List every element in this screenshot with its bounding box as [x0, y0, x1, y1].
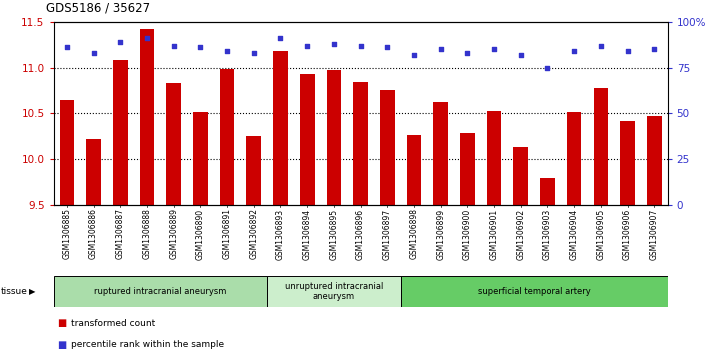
Text: superficial temporal artery: superficial temporal artery: [478, 287, 590, 296]
Bar: [273, 51, 288, 205]
Text: GSM1306888: GSM1306888: [143, 208, 151, 259]
Bar: [113, 60, 128, 205]
Bar: [193, 111, 208, 205]
Point: [168, 43, 179, 49]
Text: unruptured intracranial
aneurysm: unruptured intracranial aneurysm: [285, 282, 383, 301]
Text: GSM1306906: GSM1306906: [623, 208, 632, 260]
Point: [195, 45, 206, 50]
Text: GSM1306893: GSM1306893: [276, 208, 285, 260]
Bar: [487, 111, 501, 205]
Bar: [300, 74, 315, 205]
Point: [88, 50, 99, 56]
Bar: [246, 136, 261, 205]
Point: [622, 48, 633, 54]
Point: [355, 43, 366, 49]
Bar: [59, 100, 74, 205]
Bar: [460, 133, 475, 205]
Text: GSM1306891: GSM1306891: [223, 208, 231, 260]
Bar: [647, 116, 662, 205]
Text: GSM1306897: GSM1306897: [383, 208, 392, 260]
Bar: [513, 147, 528, 205]
Point: [61, 45, 73, 50]
Text: ■: ■: [57, 318, 66, 328]
Point: [515, 52, 526, 58]
Point: [248, 50, 259, 56]
Bar: [353, 82, 368, 205]
Point: [114, 39, 126, 45]
Text: GSM1306886: GSM1306886: [89, 208, 98, 260]
Point: [408, 52, 420, 58]
Bar: [407, 135, 421, 205]
Bar: [54, 276, 267, 307]
Point: [568, 48, 580, 54]
Point: [435, 46, 446, 52]
Bar: [593, 88, 608, 205]
Text: ruptured intracranial aneurysm: ruptured intracranial aneurysm: [94, 287, 226, 296]
Point: [542, 65, 553, 70]
Text: percentile rank within the sample: percentile rank within the sample: [71, 340, 224, 349]
Point: [488, 46, 500, 52]
Text: GSM1306904: GSM1306904: [570, 208, 578, 260]
Text: GDS5186 / 35627: GDS5186 / 35627: [46, 1, 151, 15]
Point: [462, 50, 473, 56]
Bar: [540, 178, 555, 205]
Text: GSM1306885: GSM1306885: [62, 208, 71, 260]
Text: ▶: ▶: [29, 287, 36, 296]
Bar: [267, 276, 401, 307]
Text: GSM1306901: GSM1306901: [490, 208, 498, 260]
Point: [328, 41, 340, 47]
Bar: [380, 90, 395, 205]
Point: [301, 43, 313, 49]
Text: GSM1306890: GSM1306890: [196, 208, 205, 260]
Bar: [86, 139, 101, 205]
Text: GSM1306898: GSM1306898: [409, 208, 418, 260]
Point: [275, 35, 286, 41]
Bar: [567, 111, 581, 205]
Text: tissue: tissue: [1, 287, 28, 296]
Text: GSM1306905: GSM1306905: [596, 208, 605, 260]
Text: GSM1306899: GSM1306899: [436, 208, 445, 260]
Text: GSM1306903: GSM1306903: [543, 208, 552, 260]
Point: [595, 43, 607, 49]
Point: [221, 48, 233, 54]
Point: [381, 45, 393, 50]
Text: GSM1306896: GSM1306896: [356, 208, 365, 260]
Text: GSM1306902: GSM1306902: [516, 208, 526, 260]
Bar: [220, 69, 234, 205]
Text: GSM1306892: GSM1306892: [249, 208, 258, 260]
Bar: [326, 70, 341, 205]
Bar: [401, 276, 668, 307]
Text: GSM1306889: GSM1306889: [169, 208, 178, 260]
Bar: [166, 83, 181, 205]
Text: ■: ■: [57, 340, 66, 350]
Text: GSM1306900: GSM1306900: [463, 208, 472, 260]
Text: GSM1306907: GSM1306907: [650, 208, 659, 260]
Text: GSM1306895: GSM1306895: [329, 208, 338, 260]
Text: GSM1306894: GSM1306894: [303, 208, 312, 260]
Point: [648, 46, 660, 52]
Text: transformed count: transformed count: [71, 319, 156, 327]
Point: [141, 35, 153, 41]
Bar: [140, 29, 154, 205]
Bar: [620, 121, 635, 205]
Text: GSM1306887: GSM1306887: [116, 208, 125, 260]
Bar: [433, 102, 448, 205]
